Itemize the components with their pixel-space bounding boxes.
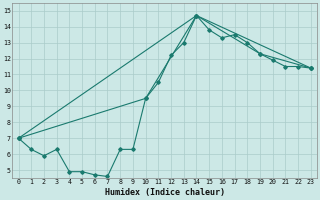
X-axis label: Humidex (Indice chaleur): Humidex (Indice chaleur) <box>105 188 225 197</box>
